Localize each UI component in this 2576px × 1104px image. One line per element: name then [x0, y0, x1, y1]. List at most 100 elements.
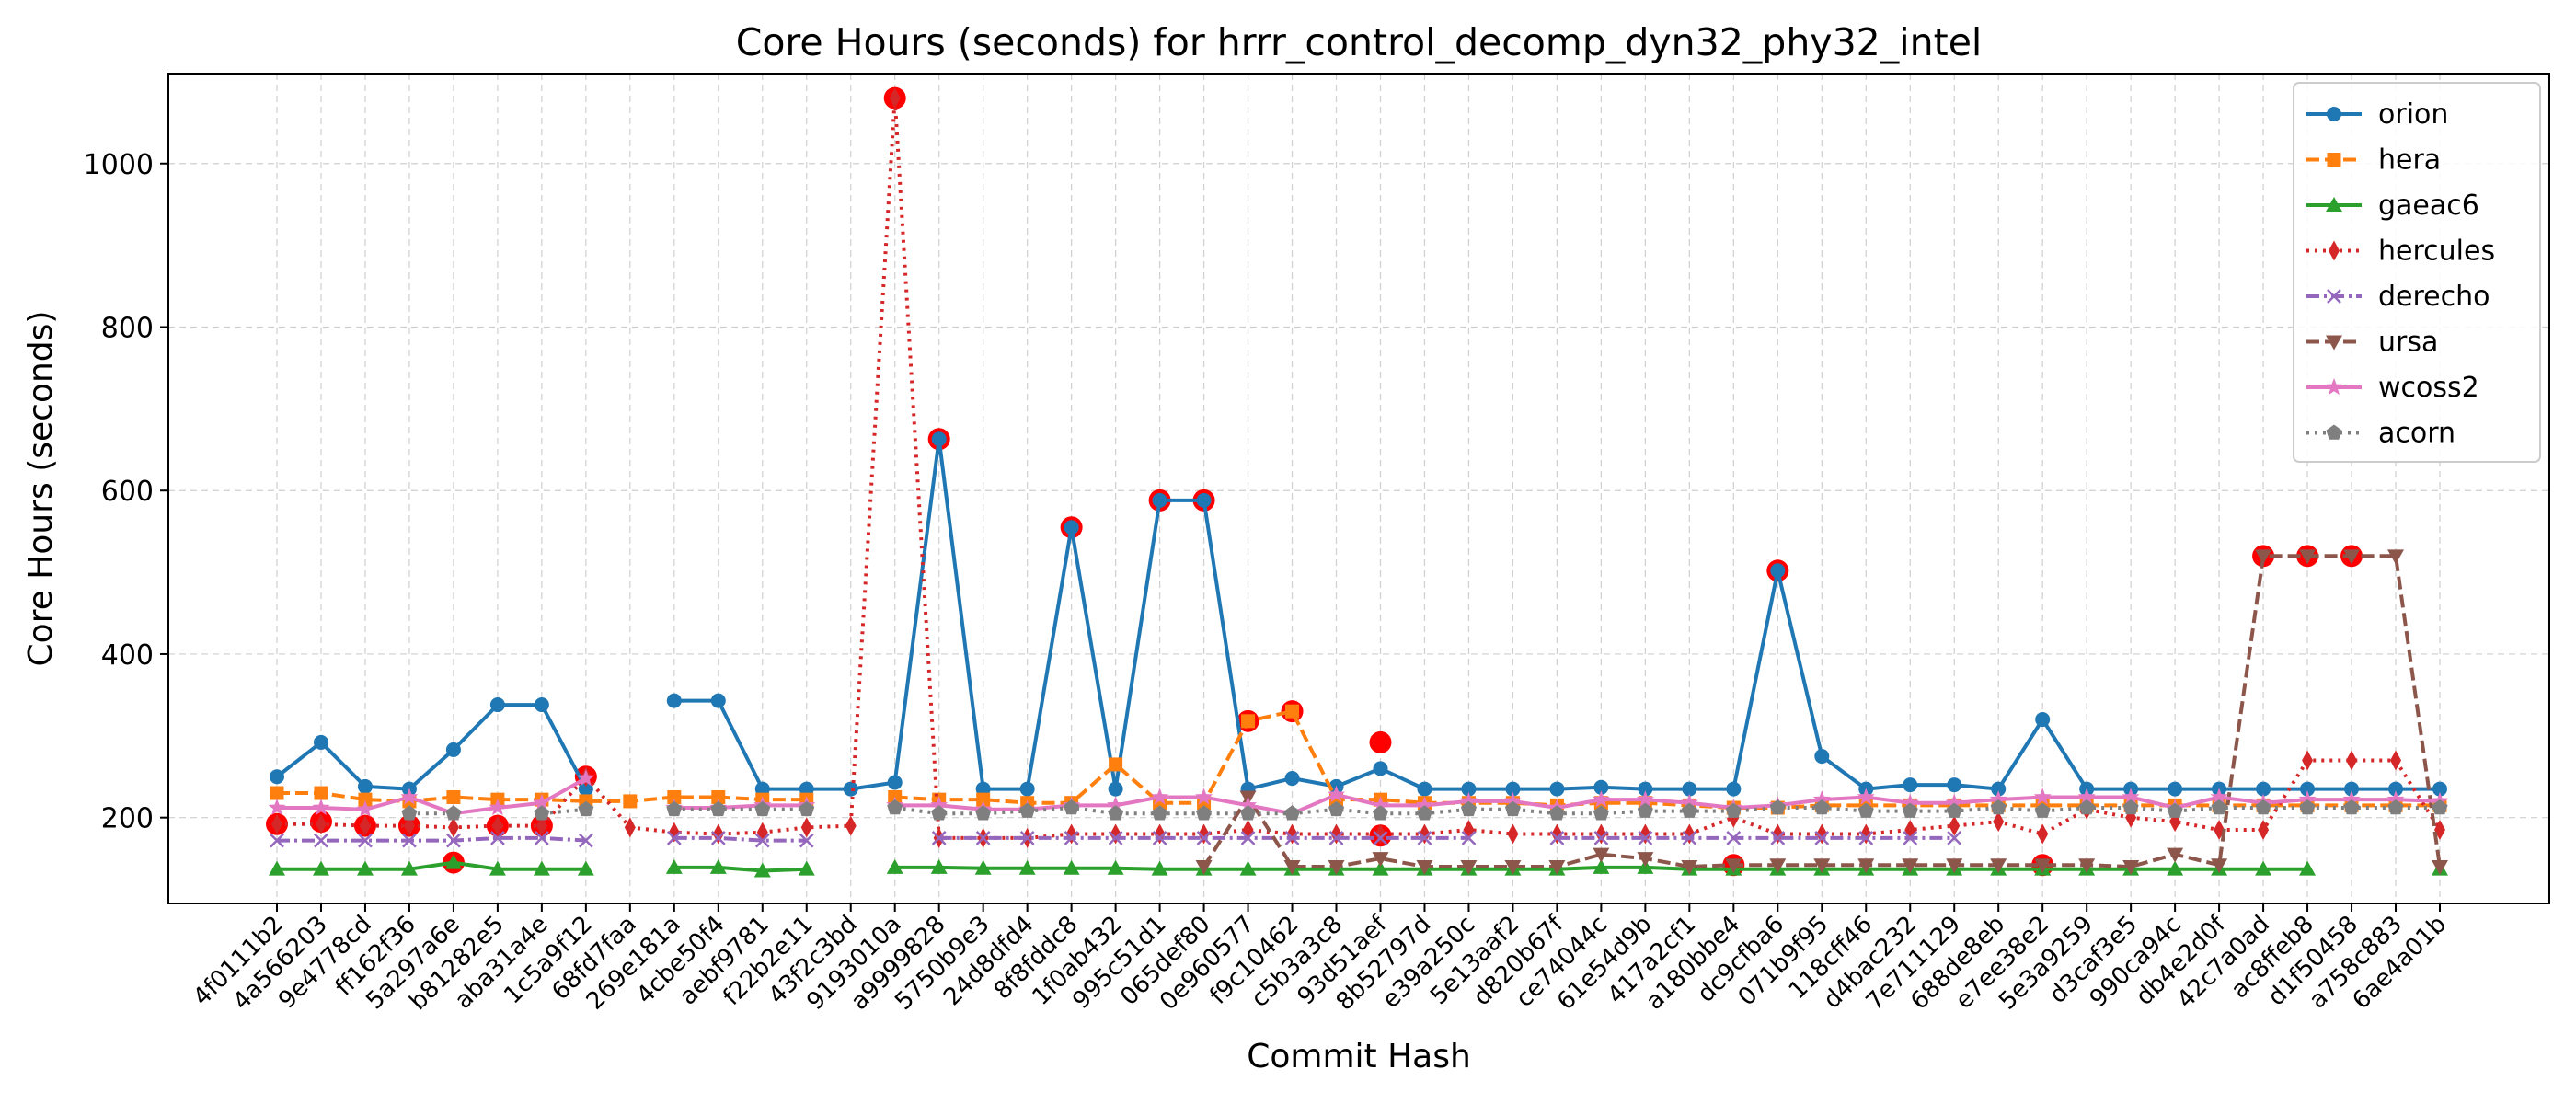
legend-item-derecho: derecho — [2306, 281, 2490, 313]
data-point-wcoss2 — [1636, 790, 1654, 808]
data-point-orion — [1593, 779, 1609, 795]
data-point-orion — [1019, 781, 1035, 797]
data-point-wcoss2 — [2033, 788, 2052, 805]
data-point-hercules — [712, 823, 724, 845]
data-point-derecho — [1196, 831, 1212, 845]
data-point-hera — [667, 789, 682, 804]
data-point-acorn — [534, 805, 550, 821]
data-point-acorn — [2211, 799, 2227, 815]
data-point-ursa — [1416, 860, 1433, 876]
y-tick-label: 1000 — [84, 149, 154, 181]
data-point-hercules — [403, 815, 415, 836]
legend-marker — [2326, 197, 2342, 212]
data-point-orion — [1196, 492, 1212, 508]
data-point-ursa — [2167, 847, 2184, 863]
grid-lines — [168, 74, 2549, 903]
data-point-orion — [2035, 712, 2051, 728]
data-point-wcoss2 — [1459, 791, 1478, 809]
y-tick-label: 200 — [101, 803, 154, 835]
data-point-ursa — [1460, 860, 1478, 876]
data-point-gaeac6 — [798, 860, 815, 876]
data-point-ursa — [2387, 549, 2405, 565]
data-point-wcoss2 — [1812, 790, 1831, 808]
data-point-orion — [2300, 781, 2316, 797]
data-point-derecho — [710, 831, 726, 845]
data-point-wcoss2 — [533, 793, 551, 811]
legend-item-orion: orion — [2306, 98, 2448, 131]
data-point-acorn — [1152, 805, 1168, 821]
data-point-acorn — [1769, 799, 1786, 815]
data-point-ursa — [1504, 860, 1522, 876]
data-point-derecho — [1549, 831, 1565, 845]
data-point-wcoss2 — [2386, 790, 2405, 808]
data-point-derecho — [1461, 831, 1477, 845]
plot-frame — [167, 73, 2550, 904]
data-point-acorn — [2034, 802, 2051, 818]
data-point-derecho — [1019, 831, 1035, 845]
data-point-ursa — [1946, 858, 1963, 874]
data-point-orion — [1152, 492, 1167, 508]
data-point-derecho — [1726, 831, 1742, 845]
data-point-hercules — [889, 87, 901, 109]
data-point-derecho — [1284, 831, 1300, 845]
data-point-wcoss2 — [1945, 793, 1963, 811]
data-point-orion — [1814, 749, 1830, 765]
data-point-wcoss2 — [489, 799, 507, 816]
data-point-acorn — [975, 805, 992, 821]
data-point-gaeac6 — [356, 860, 374, 876]
data-point-gaeac6 — [974, 859, 992, 875]
legend-label: wcoss2 — [2378, 372, 2479, 404]
data-point-acorn — [1196, 805, 1213, 821]
data-point-orion — [534, 697, 549, 713]
data-point-ursa — [1902, 858, 1919, 874]
data-point-derecho — [1108, 831, 1123, 845]
data-point-acorn — [1372, 805, 1388, 821]
data-point-ursa — [2432, 860, 2448, 876]
data-point-orion — [1991, 781, 2007, 797]
data-point-hera — [976, 792, 991, 807]
data-point-acorn — [1857, 802, 1874, 818]
data-point-gaeac6 — [709, 858, 727, 874]
legend-box — [2293, 82, 2541, 463]
data-point-orion — [710, 693, 726, 708]
data-point-ursa — [1283, 860, 1301, 876]
data-point-hercules — [2390, 750, 2402, 771]
data-point-orion — [1726, 781, 1742, 797]
data-point-gaeac6 — [1063, 859, 1080, 875]
data-point-hercules — [535, 815, 547, 836]
highlight-point — [1369, 730, 1392, 753]
data-point-orion — [931, 431, 947, 447]
data-point-acorn — [1328, 800, 1345, 817]
data-point-hercules — [2258, 820, 2270, 841]
data-point-orion — [1549, 781, 1565, 797]
data-point-acorn — [1240, 805, 1257, 821]
data-point-orion — [2432, 781, 2447, 797]
data-point-acorn — [1284, 805, 1301, 821]
data-point-hera — [358, 792, 373, 807]
data-point-gaeac6 — [2299, 860, 2317, 876]
data-point-hercules — [1507, 823, 1519, 845]
data-point-orion — [1505, 781, 1521, 797]
data-point-wcoss2 — [1857, 788, 1875, 805]
legend-marker — [2326, 424, 2342, 440]
data-point-orion — [1947, 777, 1962, 793]
legend-marker — [2325, 378, 2343, 396]
data-point-gaeac6 — [1372, 860, 1389, 876]
data-point-acorn — [401, 805, 418, 821]
data-point-acorn — [578, 800, 594, 817]
data-point-derecho — [314, 833, 328, 848]
data-point-derecho — [1373, 831, 1388, 845]
data-point-hercules — [491, 815, 503, 836]
data-point-hera — [1285, 704, 1300, 719]
data-point-acorn — [931, 805, 948, 821]
data-point-orion — [2168, 781, 2183, 797]
data-point-orion — [357, 778, 373, 794]
data-point-gaeac6 — [533, 860, 550, 876]
data-point-orion — [666, 693, 682, 708]
data-point-hercules — [1993, 811, 2005, 833]
data-point-wcoss2 — [2298, 790, 2317, 808]
data-point-orion — [1770, 563, 1786, 579]
data-point-gaeac6 — [2167, 860, 2184, 876]
data-point-gaeac6 — [2255, 860, 2272, 876]
